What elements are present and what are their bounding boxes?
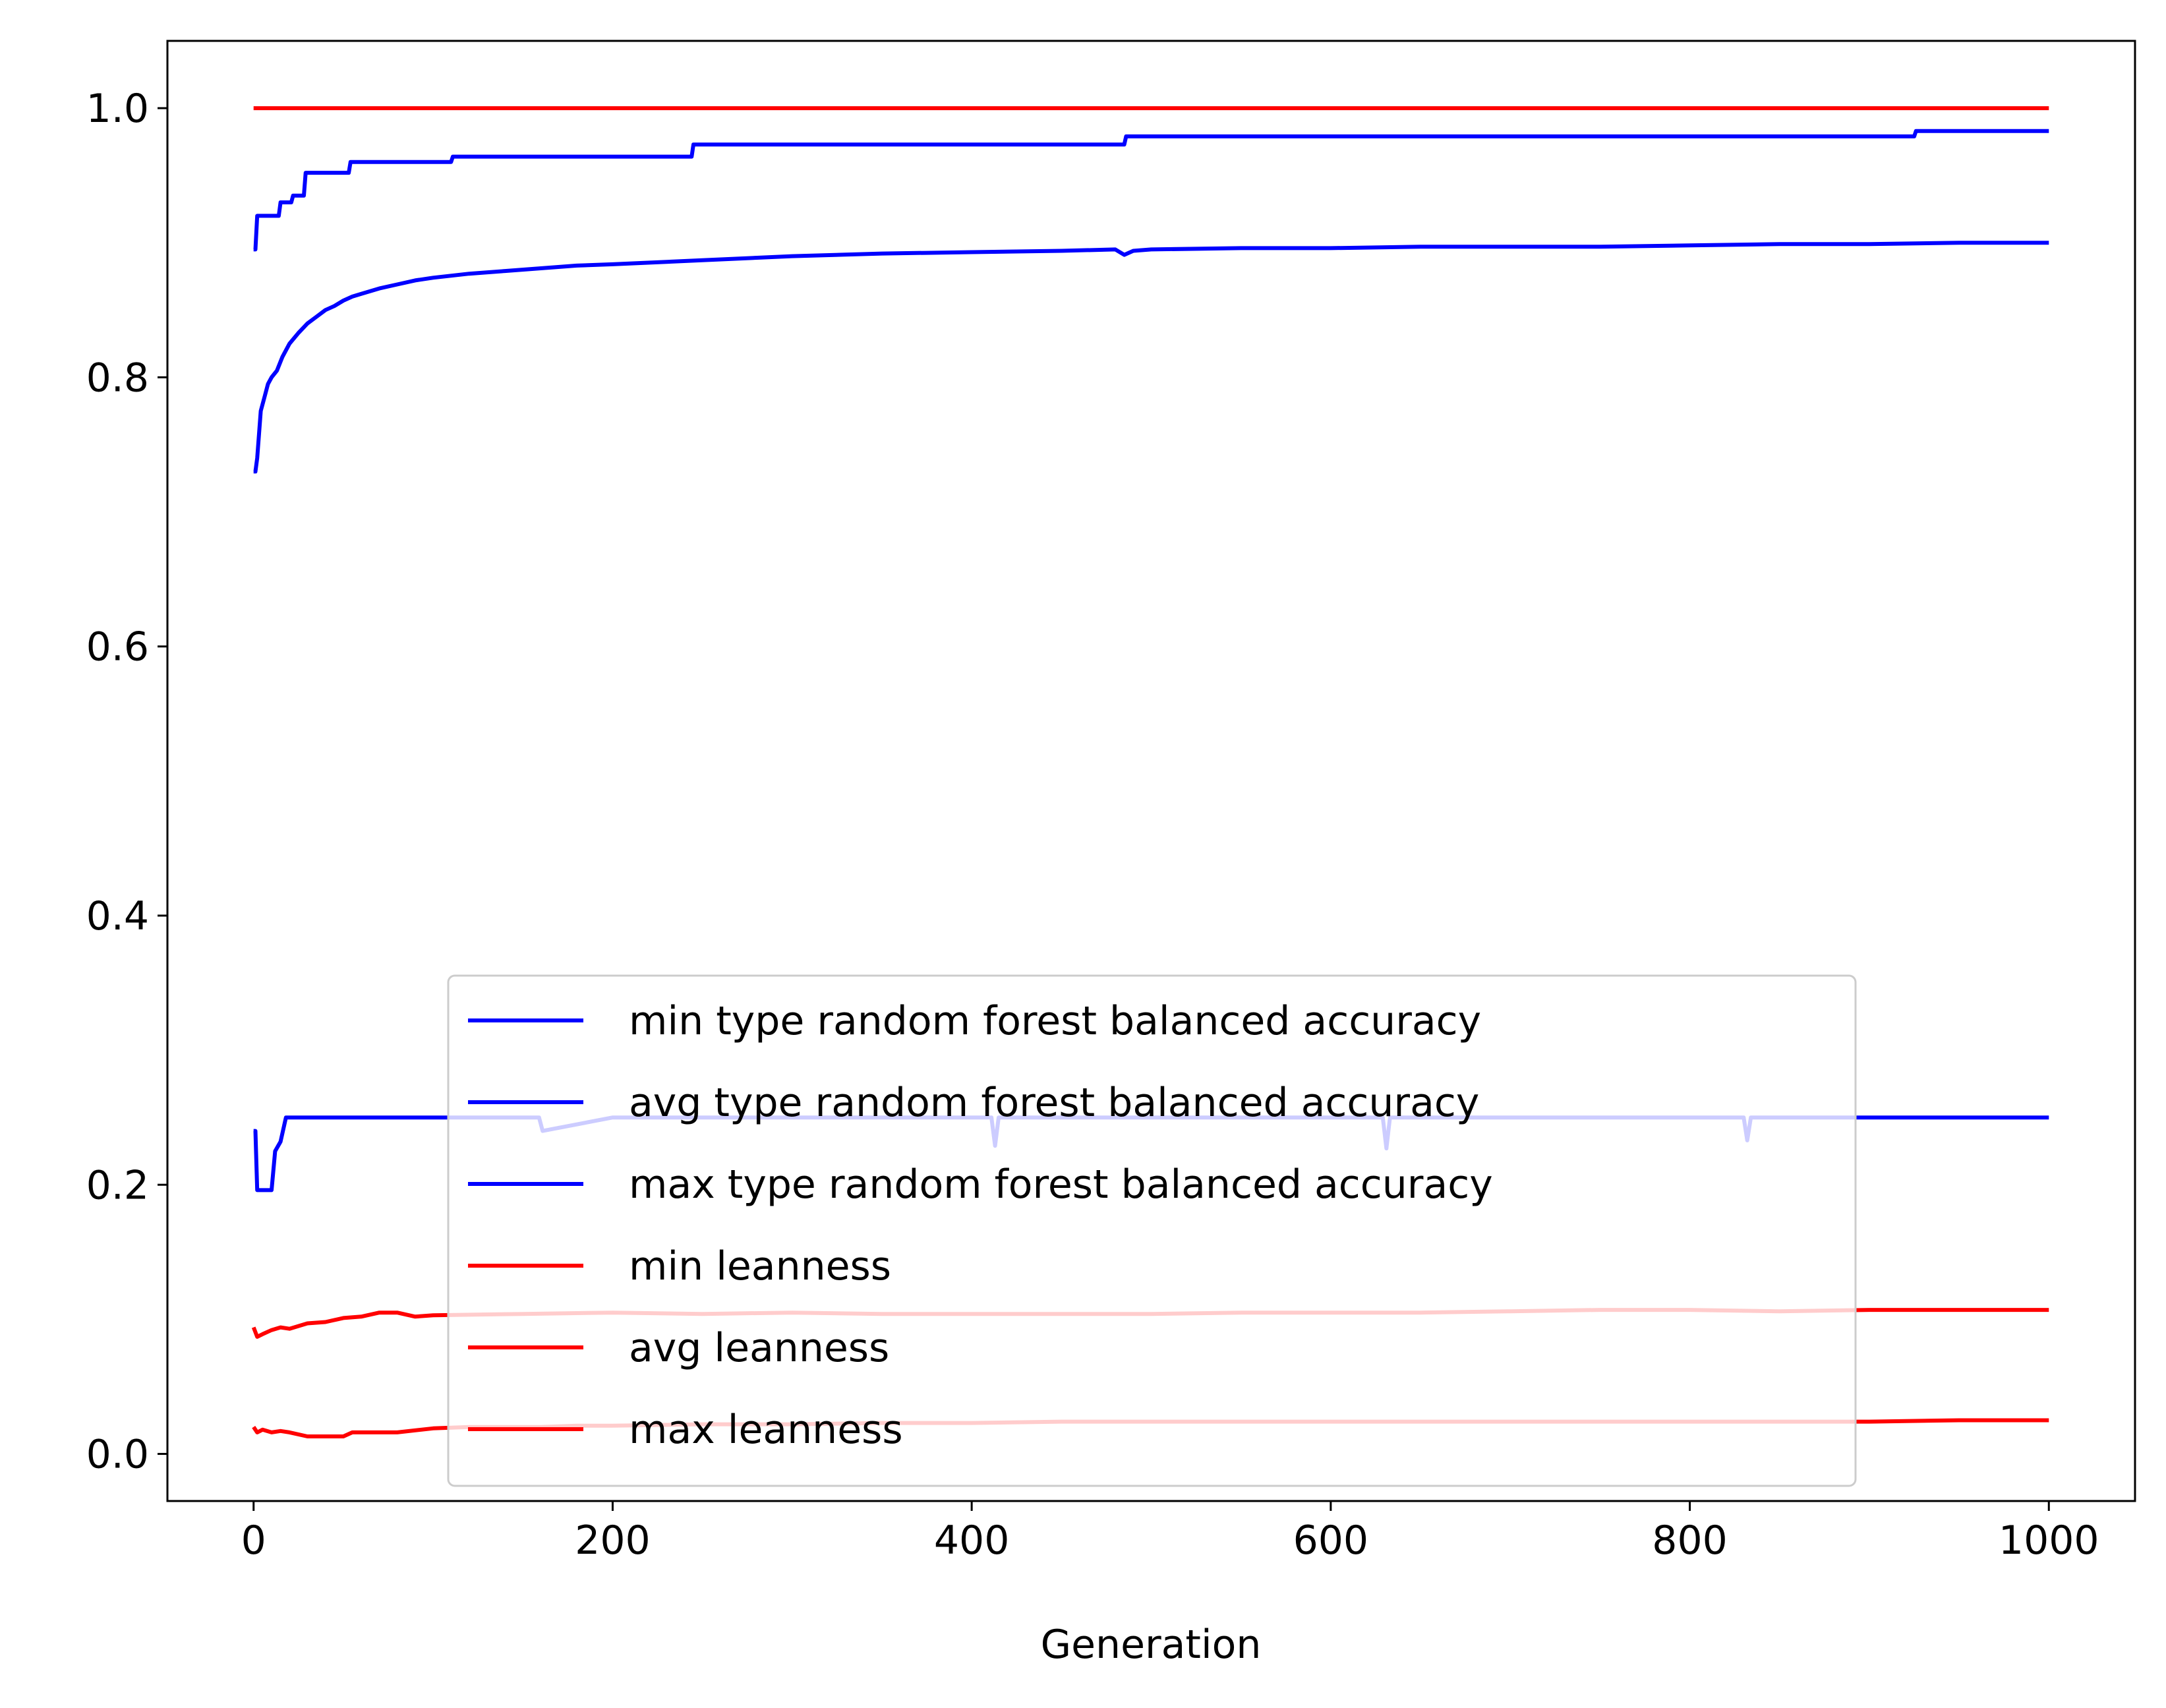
y-tick-label: 0.2 xyxy=(86,1162,149,1208)
legend-label: min type random forest balanced accuracy xyxy=(629,998,1481,1044)
legend-label: max type random forest balanced accuracy xyxy=(629,1162,1493,1208)
x-axis-label: Generation xyxy=(1041,1622,1262,1668)
x-tick-label: 200 xyxy=(575,1517,651,1564)
x-axis-ticks: 0 200 400 600 800 1000 xyxy=(241,1501,2099,1564)
plot-frame xyxy=(166,40,2136,1502)
x-tick-label: 800 xyxy=(1652,1517,1728,1564)
x-tick-label: 600 xyxy=(1293,1517,1369,1564)
legend-label: avg leanness xyxy=(629,1325,889,1371)
legend-label: avg type random forest balanced accuracy xyxy=(629,1080,1479,1126)
y-tick-label: 0.0 xyxy=(86,1432,149,1478)
x-tick-label: 0 xyxy=(241,1517,266,1564)
series-line-avg-type-random-forest-balanced-accuracy xyxy=(253,241,2049,474)
y-tick-label: 0.4 xyxy=(86,893,149,939)
series-line-max-type-random-forest-balanced-accuracy xyxy=(253,129,2049,252)
y-tick-label: 1.0 xyxy=(86,86,149,132)
legend: min type random forest balanced accuracy… xyxy=(447,974,1857,1487)
y-tick-label: 0.8 xyxy=(86,355,149,401)
x-tick-label: 400 xyxy=(934,1517,1010,1564)
y-tick-label: 0.6 xyxy=(86,624,149,670)
y-axis-ticks: 0.0 0.2 0.4 0.6 0.8 1.0 xyxy=(86,86,167,1478)
legend-label: max leanness xyxy=(629,1407,903,1453)
legend-box xyxy=(447,974,1857,1487)
legend-label: min leanness xyxy=(629,1243,891,1289)
x-tick-label: 1000 xyxy=(1999,1517,2099,1564)
